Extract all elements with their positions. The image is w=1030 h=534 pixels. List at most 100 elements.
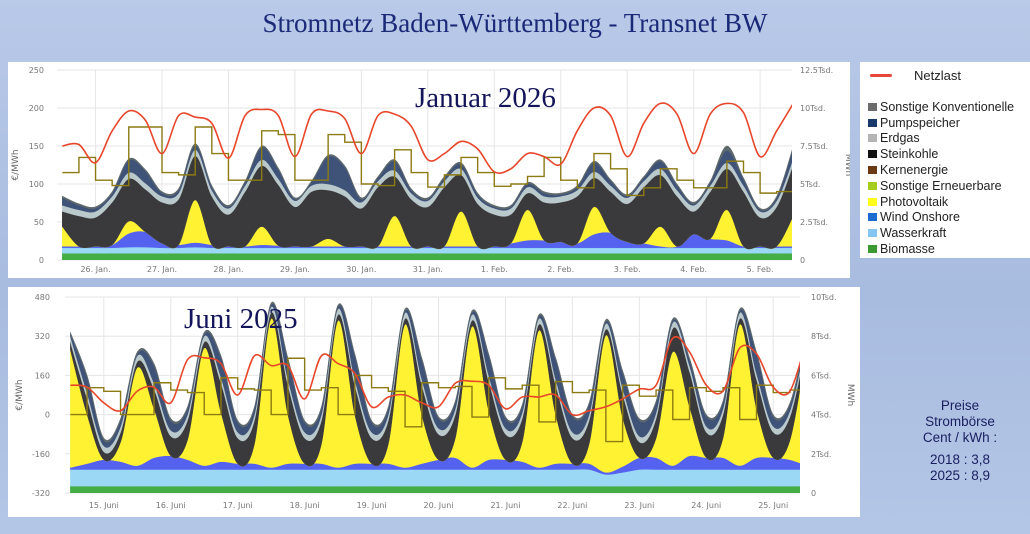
y-tick-right: 10Tsd. — [800, 104, 826, 113]
y-tick-right: 6Tsd. — [811, 371, 831, 380]
x-tick-label: 30. Jan. — [346, 265, 376, 274]
legend-label: Sonstige Konventionelle — [880, 99, 1015, 114]
chart-title-juni: Juni 2025 — [184, 303, 298, 335]
y-tick-left: 200 — [29, 104, 44, 113]
legend-swatch — [868, 102, 877, 111]
x-tick-label: 16. Juni — [156, 501, 186, 510]
y-tick-left: 50 — [34, 218, 44, 227]
x-tick-label: 18. Juni — [290, 501, 320, 510]
y-tick-left: 480 — [35, 293, 50, 302]
legend-item[interactable]: Pumpspeicher — [868, 115, 1014, 131]
y-tick-left: 100 — [29, 180, 44, 189]
y-tick-left: -320 — [32, 489, 50, 498]
legend-swatch — [868, 150, 877, 159]
legend-label: Netzlast — [914, 68, 961, 83]
y-tick-left: 160 — [35, 371, 50, 380]
chart-panel-juni-2025: -320 0 -160 2Tsd. 0 4Tsd. 160 6Tsd. 320 8Tsd. 480 1… — [8, 287, 860, 517]
x-tick-label: 2. Feb. — [547, 265, 574, 274]
legend-label: Pumpspeicher — [880, 115, 960, 130]
legend-swatch — [868, 197, 877, 206]
y-axis-label-right: MWh — [843, 154, 850, 176]
legend-label: Wasserkraft — [880, 226, 947, 241]
x-tick-label: 22. Juni — [557, 501, 587, 510]
legend-swatch — [868, 245, 877, 254]
y-axis-label-right: MWh — [845, 384, 855, 406]
y-tick-right: 2Tsd. — [811, 450, 831, 459]
area-sonstige-konventionelle — [62, 143, 792, 211]
y-tick-right: 0 — [811, 489, 816, 498]
y-axis-label-left: €/MWh — [15, 379, 25, 410]
plot-area — [70, 301, 800, 493]
x-tick-label: 23. Juni — [624, 501, 654, 510]
y-tick-left: -160 — [32, 450, 50, 459]
y-tick-right: 10Tsd. — [811, 293, 837, 302]
x-tick-label: 21. Juni — [490, 501, 520, 510]
area-wasserkraft — [70, 468, 800, 487]
legend-item[interactable]: Sonstige Konventionelle — [868, 99, 1014, 115]
x-tick-label: 28. Jan. — [213, 265, 243, 274]
legend-item[interactable]: Biomasse — [868, 241, 1014, 257]
legend-item[interactable]: Wind Onshore — [868, 210, 1014, 226]
legend-label: Wind Onshore — [880, 210, 960, 225]
x-tick-label: 4. Feb. — [680, 265, 707, 274]
netzlast-line-swatch — [870, 74, 892, 77]
x-tick-label: 1. Feb. — [481, 265, 508, 274]
netzlast-line — [70, 336, 800, 417]
y-tick-left: 320 — [35, 332, 50, 341]
legend-item[interactable]: Sonstige Erneuerbare — [868, 178, 1014, 194]
legend-item[interactable]: Wasserkraft — [868, 225, 1014, 241]
price-value-2018: 2018 : 3,8 — [929, 452, 991, 467]
legend-swatch — [868, 229, 877, 238]
x-tick-label: 24. Juni — [691, 501, 721, 510]
price-heading-line: Strombörse — [925, 414, 995, 429]
legend-swatch — [868, 118, 877, 127]
x-tick-label: 5. Feb. — [747, 265, 774, 274]
legend-item[interactable]: Photovoltaik — [868, 194, 1014, 210]
legend-item-netzlast[interactable]: Netzlast — [870, 68, 961, 83]
legend-swatch — [868, 213, 877, 222]
y-tick-right: 7.5Tsd. — [800, 142, 828, 151]
y-tick-left: 0 — [39, 256, 44, 265]
y-tick-right: 0 — [800, 256, 805, 265]
price-step-line — [70, 357, 800, 443]
plot-area — [62, 102, 792, 260]
legend-item[interactable]: Erdgas — [868, 131, 1014, 147]
legend-label: Kernenergie — [880, 163, 949, 178]
chart-juni-2025: -320 0 -160 2Tsd. 0 4Tsd. 160 6Tsd. 320 8Tsd. 480 1… — [15, 293, 855, 510]
y-tick-left: 0 — [45, 411, 50, 420]
area-sonstige-konventionelle — [70, 301, 800, 443]
price-value-2025: 2025 : 8,9 — [929, 468, 991, 483]
legend-swatch — [868, 166, 877, 175]
chart-januar-2026: 0 0 50 2.5Tsd. 100 5Tsd. 150 7.5Tsd. 200 10Tsd. 25… — [11, 66, 850, 274]
x-tick-label: 31. Jan. — [413, 265, 443, 274]
legend-label: Biomasse — [880, 242, 935, 257]
chart-title-januar: Januar 2026 — [415, 82, 556, 114]
x-tick-label: 17. Juni — [223, 501, 253, 510]
area-biomasse — [62, 252, 792, 260]
y-tick-left: 250 — [29, 66, 44, 75]
y-tick-right: 4Tsd. — [811, 411, 831, 420]
chart-panel-januar-2026: 0 0 50 2.5Tsd. 100 5Tsd. 150 7.5Tsd. 200 10Tsd. 25… — [8, 62, 850, 278]
y-tick-right: 5Tsd. — [800, 180, 820, 189]
legend-label: Photovoltaik — [880, 194, 949, 209]
page-title: Stromnetz Baden-Württemberg - Transnet B… — [262, 8, 768, 38]
y-tick-right: 2.5Tsd. — [800, 218, 828, 227]
legend-item[interactable]: Steinkohle — [868, 146, 1014, 162]
x-tick-label: 27. Jan. — [147, 265, 177, 274]
y-tick-right: 12.5Tsd. — [800, 66, 833, 75]
x-tick-label: 3. Feb. — [614, 265, 641, 274]
x-tick-label: 15. Juni — [89, 501, 119, 510]
legend-label: Erdgas — [880, 131, 920, 146]
x-tick-label: 19. Juni — [357, 501, 387, 510]
legend-swatch — [868, 181, 877, 190]
legend-label: Sonstige Erneuerbare — [880, 178, 1002, 193]
legend-item[interactable]: Kernenergie — [868, 162, 1014, 178]
netzlast-line — [62, 102, 792, 174]
y-axis-label-left: €/MWh — [11, 149, 21, 180]
x-tick-label: 29. Jan. — [280, 265, 310, 274]
price-heading-line: Preise — [940, 398, 980, 413]
price-heading-line: Cent / kWh : — [922, 430, 998, 445]
x-tick-label: 25. Juni — [758, 501, 788, 510]
legend-swatch — [868, 134, 877, 143]
y-tick-left: 150 — [29, 142, 44, 151]
